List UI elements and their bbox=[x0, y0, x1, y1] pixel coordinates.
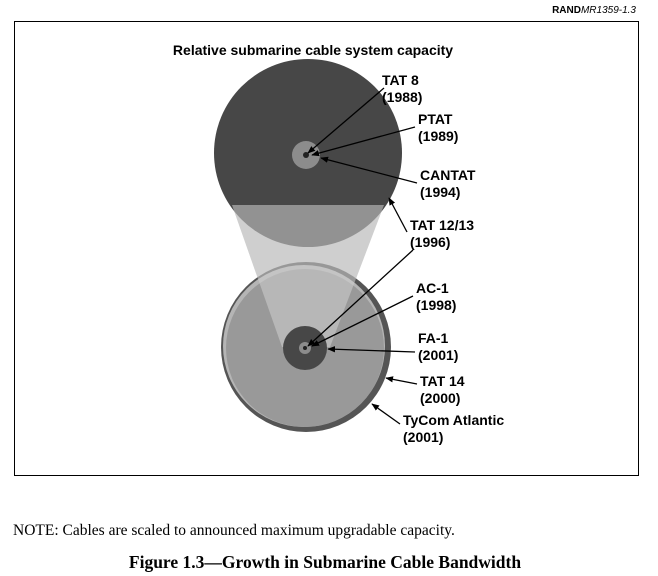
cable-name: TAT 14 bbox=[420, 373, 465, 389]
leader bbox=[371, 403, 401, 425]
cable-year: (1989) bbox=[418, 128, 458, 144]
center-dot bbox=[303, 346, 307, 350]
leader bbox=[311, 126, 416, 157]
leader bbox=[307, 249, 414, 347]
note: NOTE: Cables are scaled to announced max… bbox=[13, 522, 455, 539]
leader bbox=[388, 197, 408, 233]
cable-name: TAT 12/13 bbox=[410, 217, 474, 233]
cable-year: (1994) bbox=[420, 184, 460, 200]
caption: Figure 1.3—Growth in Submarine Cable Ban… bbox=[129, 552, 521, 572]
cable-name: CANTAT bbox=[420, 167, 476, 183]
leader bbox=[320, 156, 418, 184]
rand-id: RANDMR1359-1.3 bbox=[552, 5, 636, 16]
cable-year: (2001) bbox=[403, 429, 443, 445]
cable-year: (1988) bbox=[382, 89, 422, 105]
cone-overlay bbox=[232, 205, 384, 347]
rand: RAND bbox=[552, 5, 581, 16]
cable-name: TyCom Atlantic bbox=[403, 412, 504, 428]
leader bbox=[327, 346, 416, 353]
cable-year: (2000) bbox=[420, 390, 460, 406]
cable-name: FA-1 bbox=[418, 330, 449, 346]
frame bbox=[14, 21, 639, 476]
doc-id: MR1359-1.3 bbox=[581, 5, 636, 16]
cable-year: (2001) bbox=[418, 347, 458, 363]
cable-year: (1996) bbox=[410, 234, 450, 250]
leader bbox=[307, 87, 385, 154]
figure-title: Relative submarine cable system capacity bbox=[173, 42, 453, 58]
cable-name: AC-1 bbox=[416, 280, 449, 296]
leader bbox=[385, 376, 418, 385]
cable-name: TAT 8 bbox=[382, 72, 419, 88]
cable-name: PTAT bbox=[418, 111, 453, 127]
cable-year: (1998) bbox=[416, 297, 456, 313]
leader bbox=[311, 295, 414, 347]
